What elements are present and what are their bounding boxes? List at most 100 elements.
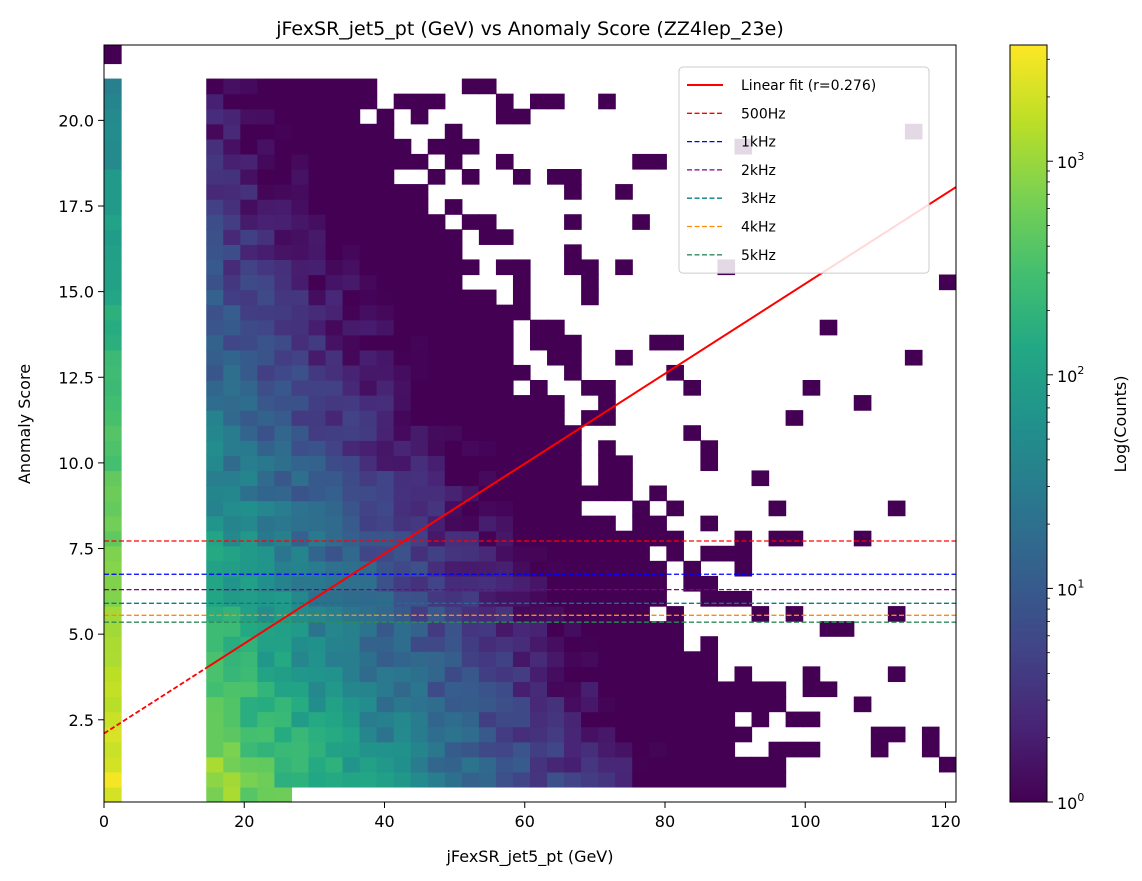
heatmap-cell	[598, 771, 616, 788]
heatmap-cell	[376, 771, 395, 788]
heatmap-cell	[410, 711, 429, 728]
heatmap-cell	[359, 289, 378, 306]
heatmap-cell	[308, 606, 327, 622]
plot-frame	[103, 44, 957, 803]
heatmap-cell	[564, 575, 582, 592]
heatmap-cell	[581, 560, 599, 577]
heatmap-cell	[274, 771, 293, 788]
heatmap-cell	[291, 214, 310, 230]
heatmap-cell	[393, 138, 412, 155]
heatmap-cell	[206, 636, 224, 652]
heatmap-cell	[410, 591, 429, 607]
heatmap-cell	[342, 500, 361, 517]
heatmap-cell	[342, 169, 361, 185]
heatmap-cell	[700, 440, 719, 456]
heatmap-cell	[393, 575, 412, 592]
heatmap-cell	[274, 78, 293, 95]
heatmap-cell	[308, 666, 327, 683]
x-tick-label: 80	[655, 812, 675, 831]
heatmap-cell	[376, 485, 395, 502]
legend-label: 5kHz	[741, 248, 776, 264]
heatmap-cell	[104, 45, 122, 50]
heatmap-cell	[291, 184, 310, 200]
heatmap-cell	[308, 500, 327, 517]
heatmap-cell	[240, 364, 258, 381]
heatmap-cell	[547, 696, 565, 713]
heatmap-cell	[376, 621, 395, 637]
heatmap-cell	[410, 545, 429, 562]
heatmap-cell	[104, 93, 122, 110]
heatmap-cell	[427, 545, 446, 562]
heatmap-cell	[683, 741, 701, 758]
heatmap-cell	[223, 756, 241, 773]
heatmap-cell	[410, 530, 429, 547]
heatmap-cell	[206, 651, 224, 667]
heatmap-cell	[461, 334, 480, 351]
heatmap-cell	[240, 681, 258, 698]
heatmap-cell	[410, 455, 429, 472]
heatmap-cell	[376, 726, 395, 743]
heatmap-cell	[870, 726, 889, 743]
heatmap-cell	[564, 726, 582, 743]
heatmap-cell	[359, 440, 378, 456]
heatmap-cell	[359, 591, 378, 607]
heatmap-cell	[342, 364, 361, 381]
heatmap-cell	[444, 560, 463, 577]
heatmap-cell	[342, 545, 361, 562]
heatmap-cell	[444, 696, 463, 713]
heatmap-cell	[461, 319, 480, 336]
heatmap-cell	[342, 349, 361, 366]
heatmap-cell	[410, 741, 429, 758]
heatmap-cell	[478, 515, 497, 532]
heatmap-cell	[257, 244, 275, 261]
heatmap-cell	[223, 380, 241, 396]
heatmap-cell	[478, 78, 497, 95]
heatmap-cell	[308, 349, 327, 366]
heatmap-cell	[240, 485, 258, 502]
heatmap-cell	[308, 334, 327, 351]
heatmap-cell	[530, 560, 548, 577]
heatmap-cell	[410, 756, 429, 773]
heatmap-cell	[325, 93, 344, 110]
heatmap-cell	[666, 636, 684, 652]
heatmap-cell	[512, 741, 531, 758]
heatmap-cell	[206, 756, 224, 773]
heatmap-cell	[495, 500, 514, 517]
heatmap-cell	[615, 711, 633, 728]
heatmap-cell	[427, 606, 446, 622]
heatmap-cell	[547, 606, 565, 622]
heatmap-cell	[410, 515, 429, 532]
x-tick-label: 0	[99, 812, 109, 831]
heatmap-cell	[342, 410, 361, 426]
heatmap-cell	[359, 756, 378, 773]
heatmap-cell	[530, 455, 548, 472]
heatmap-cell	[104, 349, 122, 366]
heatmap-cell	[632, 726, 650, 743]
heatmap-cell	[530, 636, 548, 652]
heatmap-cell	[547, 515, 565, 532]
heatmap-cell	[223, 500, 241, 517]
heatmap-cell	[547, 395, 565, 411]
heatmap-cell	[291, 530, 310, 547]
heatmap-cell	[666, 621, 684, 637]
heatmap-cell	[342, 726, 361, 743]
heatmap-cell	[206, 545, 224, 562]
heatmap-cell	[461, 259, 480, 276]
heatmap-cell	[819, 621, 838, 637]
heatmap-cell	[325, 651, 344, 667]
heatmap-cell	[751, 681, 770, 698]
heatmap-cell	[376, 651, 395, 667]
heatmap-cell	[598, 545, 616, 562]
heatmap-cell	[700, 575, 719, 592]
heatmap-cell	[921, 741, 940, 758]
heatmap-cell	[632, 711, 650, 728]
heatmap-cell	[495, 440, 514, 456]
heatmap-cell	[206, 500, 224, 517]
heatmap-cell	[393, 530, 412, 547]
heatmap-cell	[444, 304, 463, 321]
heatmap-cell	[768, 756, 787, 773]
heatmap-cell	[547, 410, 565, 426]
heatmap-cell	[359, 515, 378, 532]
heatmap-cell	[359, 455, 378, 472]
heatmap-cell	[359, 184, 378, 200]
